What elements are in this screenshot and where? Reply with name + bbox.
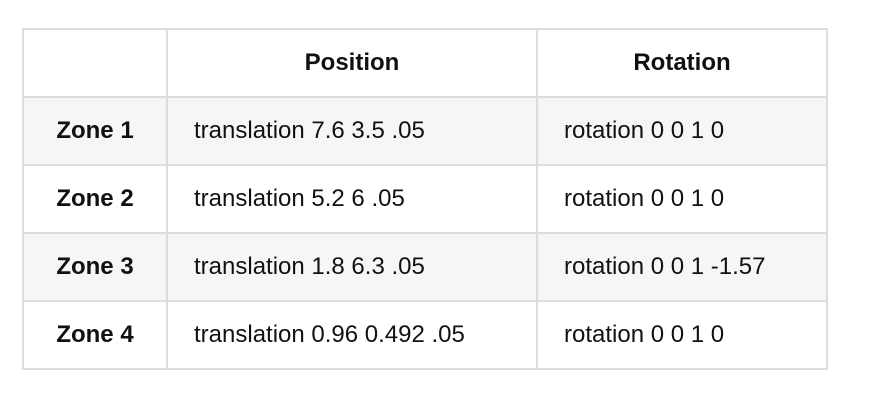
table-row: Zone 3 translation 1.8 6.3 .05 rotation … <box>22 232 828 302</box>
zone-label: Zone 1 <box>22 96 168 166</box>
zone-table: Position Rotation Zone 1 translation 7.6… <box>22 28 828 370</box>
header-row: Position Rotation <box>22 28 828 98</box>
zone-label: Zone 2 <box>22 164 168 234</box>
position-cell: translation 5.2 6 .05 <box>166 164 538 234</box>
position-cell: translation 0.96 0.492 .05 <box>166 300 538 370</box>
table-row: Zone 1 translation 7.6 3.5 .05 rotation … <box>22 96 828 166</box>
rotation-cell: rotation 0 0 1 0 <box>536 164 828 234</box>
rotation-cell: rotation 0 0 1 -1.57 <box>536 232 828 302</box>
zone-label: Zone 3 <box>22 232 168 302</box>
header-position: Position <box>166 28 538 98</box>
rotation-cell: rotation 0 0 1 0 <box>536 96 828 166</box>
header-rotation: Rotation <box>536 28 828 98</box>
header-corner <box>22 28 168 98</box>
position-cell: translation 7.6 3.5 .05 <box>166 96 538 166</box>
table-row: Zone 2 translation 5.2 6 .05 rotation 0 … <box>22 164 828 234</box>
rotation-cell: rotation 0 0 1 0 <box>536 300 828 370</box>
table-row: Zone 4 translation 0.96 0.492 .05 rotati… <box>22 300 828 370</box>
position-cell: translation 1.8 6.3 .05 <box>166 232 538 302</box>
zone-label: Zone 4 <box>22 300 168 370</box>
